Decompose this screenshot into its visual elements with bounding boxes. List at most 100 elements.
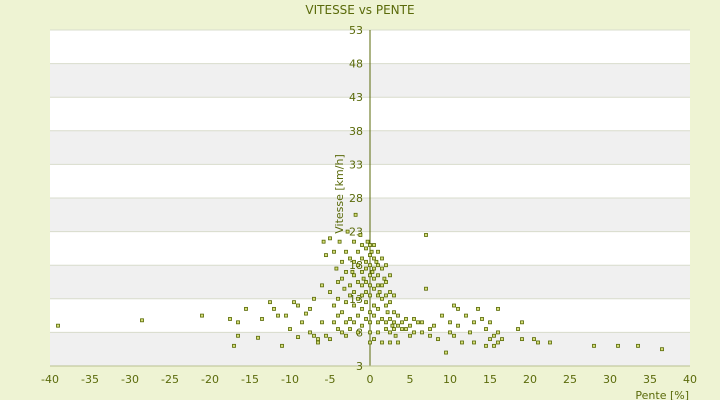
scatter-point (360, 243, 364, 247)
scatter-point (420, 320, 424, 325)
scatter-point (360, 306, 364, 311)
scatter-point (384, 280, 388, 284)
scatter-point (464, 313, 468, 318)
scatter-point (284, 313, 288, 318)
scatter-point (368, 283, 372, 288)
scatter-point (352, 290, 356, 294)
scatter-point (356, 263, 360, 268)
scatter-point (369, 249, 374, 254)
scatter-point (376, 320, 380, 325)
scatter-point (516, 327, 520, 331)
scatter-point (452, 333, 456, 338)
scatter-point (448, 330, 452, 335)
scatter-point (456, 306, 460, 311)
scatter-point (268, 300, 272, 305)
scatter-point (324, 253, 328, 258)
scatter-point (368, 273, 372, 278)
x-tick-label: -20 (201, 373, 219, 386)
scatter-point (444, 350, 448, 355)
scatter-point (424, 233, 428, 237)
scatter-point (372, 337, 376, 342)
scatter-point (380, 283, 384, 288)
scatter-point (356, 313, 360, 318)
x-tick-label: 0 (367, 373, 374, 386)
x-tick-label: -15 (241, 373, 259, 386)
scatter-point (492, 333, 496, 338)
scatter-point (360, 270, 364, 274)
scatter-point (404, 327, 408, 331)
scatter-point (488, 320, 492, 325)
scatter-point (368, 293, 372, 298)
scatter-point (368, 243, 372, 247)
scatter-point (420, 330, 424, 335)
scatter-point (376, 249, 380, 254)
scatter-point (332, 320, 336, 325)
scatter-point (342, 286, 347, 291)
scatter-point (452, 303, 456, 308)
scatter-point (328, 337, 332, 342)
scatter-point (344, 270, 348, 274)
scatter-point (382, 276, 387, 281)
scatter-point (636, 343, 640, 348)
scatter-point (352, 303, 356, 308)
scatter-point (308, 330, 312, 335)
scatter-point (460, 340, 464, 345)
scatter-point (353, 212, 358, 217)
scatter-point (380, 296, 384, 301)
scatter-point (358, 233, 363, 237)
scatter-point (428, 333, 432, 338)
scatter-point (364, 246, 368, 251)
scatter-point (376, 273, 380, 278)
scatter-point (236, 320, 240, 325)
scatter-point (520, 320, 524, 325)
scatter-point (388, 340, 392, 345)
scatter-point (392, 327, 396, 331)
y-tick-label: 13 (349, 293, 363, 306)
scatter-point (340, 259, 344, 264)
x-tick-label: -10 (281, 373, 299, 386)
scatter-point (260, 317, 264, 321)
x-tick-label: 15 (483, 373, 497, 386)
scatter-point (365, 239, 370, 244)
scatter-point (356, 249, 360, 254)
scatter-point (393, 333, 398, 338)
scatter-point (388, 317, 392, 321)
scatter-point (520, 337, 524, 342)
scatter-point (484, 327, 488, 331)
x-tick-label: 20 (523, 373, 537, 386)
x-tick-label: 10 (443, 373, 457, 386)
scatter-point (500, 337, 504, 342)
x-axis-tick-labels: -40 -35 -30 -25 -20 -15 -10 -5 0 5 10 15 20 25 30 35 40 (41, 373, 697, 386)
scatter-point (320, 320, 324, 325)
scatter-point (364, 317, 368, 321)
scatter-point (424, 286, 428, 291)
scatter-point (312, 333, 316, 338)
scatter-point (361, 276, 366, 281)
axes (50, 30, 690, 367)
scatter-point (280, 343, 284, 348)
scatter-point (468, 330, 472, 335)
scatter-point (548, 340, 552, 345)
scatter-point (292, 300, 296, 305)
scatter-point (344, 249, 348, 254)
x-tick-label: 5 (407, 373, 414, 386)
scatter-point (440, 313, 444, 318)
scatter-point (390, 323, 395, 328)
scatter-point (372, 276, 376, 281)
scatter-point (448, 320, 452, 325)
scatter-point (256, 335, 260, 340)
scatter-point (492, 343, 496, 348)
scatter-point (304, 311, 308, 316)
scatter-point (476, 306, 480, 311)
scatter-point (228, 317, 232, 321)
scatter-point (376, 293, 380, 298)
scatter-point (400, 327, 404, 331)
scatter-point (392, 310, 396, 315)
scatter-point (56, 323, 60, 328)
scatter-point (385, 310, 390, 315)
scatter-point (336, 327, 340, 331)
scatter-point (372, 266, 376, 271)
scatter-point (376, 263, 380, 268)
x-tick-label: 30 (603, 373, 617, 386)
scatter-point (344, 333, 348, 338)
